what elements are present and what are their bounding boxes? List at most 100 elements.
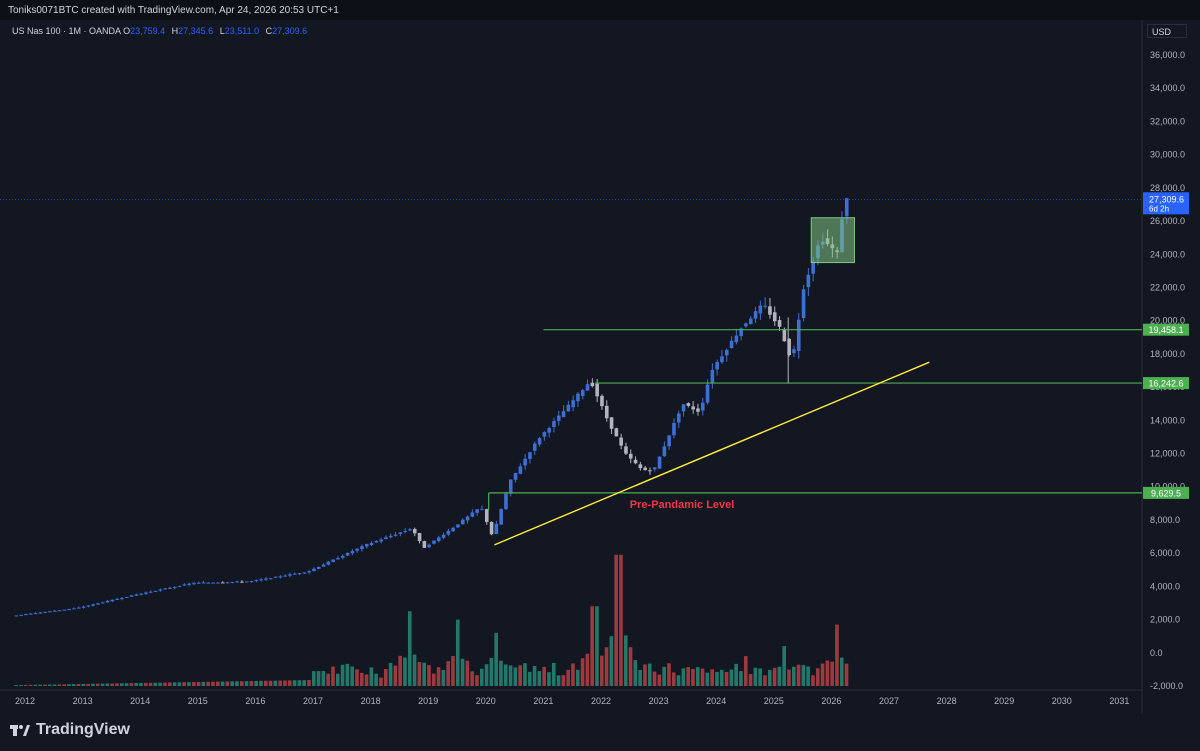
candle-body [638,464,643,469]
candle-body [715,362,719,370]
candle-body [244,581,249,583]
candle-body [379,539,383,542]
volume-bar [820,663,825,686]
candle-body [67,608,71,610]
y-tick-label: 14,000.0 [1150,415,1185,425]
candle-body [619,437,623,446]
candle-body [547,428,551,433]
current-price-tag [1143,192,1189,215]
candle-body [393,534,398,536]
candle-body [139,593,143,595]
pre-pandemic-annotation[interactable]: Pre-Pandamic Level [630,499,735,511]
candle-body [283,575,287,577]
volume-bar [283,680,287,686]
volume-bar [431,673,436,686]
volume-bar [33,684,38,686]
volume-bar [407,611,412,686]
level-price-label: 16,242.6 [1148,379,1183,389]
candle-body [571,400,575,408]
tradingview-logo[interactable]: TradingView [10,721,130,739]
volume-bar [811,675,815,686]
volume-bar [239,681,244,686]
candle-body [700,402,705,411]
x-tick-label: 2015 [188,696,208,706]
volume-bar [38,684,42,686]
candle-body [489,521,494,535]
candle-body [398,532,403,534]
level-price-tag [1143,486,1189,499]
candle-body [729,340,734,349]
x-tick-label: 2031 [1109,696,1129,706]
x-tick-label: 2024 [706,696,726,706]
volume-bar [561,675,566,686]
close-label: C [265,26,273,36]
candle-body [676,413,681,423]
candle-body [211,582,215,584]
x-tick-label: 2016 [245,696,265,706]
volume-bar [340,664,345,686]
trendline[interactable] [494,361,930,546]
consolidation-box[interactable] [810,217,855,264]
candle-body [273,576,278,578]
candle-body [201,582,206,584]
volume-bar [619,554,623,686]
y-tick-label: 4,000.0 [1150,581,1180,591]
candle-body [153,590,158,592]
volume-bar [806,666,810,686]
volume-bar [758,668,762,686]
level-price-tag [1143,377,1189,390]
volume-bar [518,665,522,686]
candle-body [432,540,436,544]
candle-body [105,600,110,603]
y-tick-label: 36,000.0 [1150,50,1185,60]
candle-body [33,613,38,615]
candle-body [518,466,523,474]
volume-bar [268,680,273,686]
candle-body [844,198,849,217]
volume-bar [287,680,292,686]
candle-body [643,467,647,471]
candle-body [576,393,580,402]
y-tick-label: -2,000.0 [1150,681,1183,691]
volume-bar [830,661,834,686]
volume-bar [532,666,537,686]
candle-body [739,328,743,337]
credit-text: Toniks0071BTC created with TradingView.c… [8,5,339,16]
volume-bar [777,666,782,686]
candle-body [384,537,388,540]
volume-bar [52,684,57,686]
volume-bar [446,661,450,686]
volume-bar [551,662,556,686]
volume-bar [590,606,594,686]
candle-body [177,586,182,588]
volume-bar [835,624,839,686]
volume-bar [23,684,28,686]
candle-body [417,532,422,542]
candle-body [355,548,359,551]
candle-body [192,583,196,585]
candle-body [691,406,695,410]
candle-body [561,411,566,418]
volume-bar [503,664,508,686]
candle-body [259,579,263,581]
candle-body [216,582,220,584]
volume-bar [719,669,724,686]
volume-bar [76,684,81,686]
volume-bar [167,682,172,686]
volume-bar [667,663,671,686]
candle-body [652,467,657,470]
candle-body [585,384,590,391]
candle-body [537,438,542,445]
volume-bar [801,665,806,686]
y-tick-label: 20,000.0 [1150,316,1185,326]
volume-bar [187,682,191,686]
volume-bar [475,675,479,686]
volume-bar [350,666,354,686]
candle-body [628,453,633,459]
currency-selector[interactable]: USD [1147,24,1187,38]
low-label: L [219,26,225,36]
volume-bar [364,674,369,686]
candle-body [96,603,100,605]
volume-bar [523,663,527,686]
